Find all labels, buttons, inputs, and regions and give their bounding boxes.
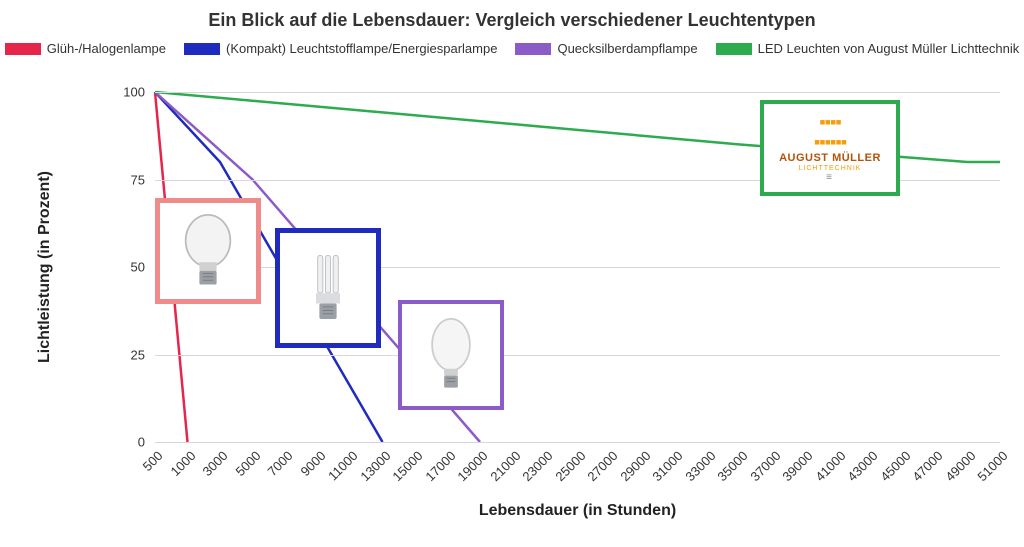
x-tick-label: 35000 bbox=[714, 448, 750, 484]
callout-box: ▪▪▪▪▪▪▪▪▪▪ AUGUST MÜLLER LICHTTECHNIK ≡ bbox=[760, 100, 900, 196]
x-tick-label: 25000 bbox=[552, 448, 588, 484]
y-tick-label: 100 bbox=[123, 85, 155, 100]
y-axis-label: Lichtleistung (in Prozent) bbox=[36, 171, 54, 363]
legend-item: Quecksilberdampflampe bbox=[515, 41, 697, 56]
x-tick-label: 15000 bbox=[389, 448, 425, 484]
x-ticks: 5001000300050007000900011000130001500017… bbox=[155, 442, 1000, 502]
brand-logo: ▪▪▪▪▪▪▪▪▪▪ AUGUST MÜLLER LICHTTECHNIK ≡ bbox=[779, 113, 881, 183]
legend-swatch bbox=[515, 43, 551, 55]
legend: Glüh-/Halogenlampe (Kompakt) Leuchtstoffl… bbox=[0, 41, 1024, 56]
x-tick-label: 7000 bbox=[265, 448, 296, 479]
y-tick-label: 25 bbox=[131, 347, 155, 362]
x-tick-label: 21000 bbox=[487, 448, 523, 484]
x-tick-label: 11000 bbox=[325, 448, 360, 483]
x-tick-label: 1000 bbox=[167, 448, 198, 479]
x-tick-label: 45000 bbox=[877, 448, 913, 484]
x-tick-label: 47000 bbox=[909, 448, 945, 484]
x-tick-label: 37000 bbox=[747, 448, 783, 484]
legend-swatch bbox=[5, 43, 41, 55]
legend-swatch bbox=[184, 43, 220, 55]
x-tick-label: 49000 bbox=[942, 448, 978, 484]
bulb-incandescent-icon bbox=[165, 208, 251, 294]
x-tick-label: 13000 bbox=[357, 448, 393, 484]
legend-swatch bbox=[716, 43, 752, 55]
callout-box bbox=[275, 228, 381, 348]
grid-line bbox=[155, 355, 1000, 356]
x-tick-label: 27000 bbox=[584, 448, 620, 484]
grid-line bbox=[155, 92, 1000, 93]
bulb-cfl-icon bbox=[285, 245, 371, 331]
legend-label: (Kompakt) Leuchtstofflampe/Energiesparla… bbox=[226, 41, 497, 56]
x-tick-label: 5000 bbox=[232, 448, 263, 479]
chart-title: Ein Blick auf die Lebensdauer: Vergleich… bbox=[0, 10, 1024, 31]
legend-label: LED Leuchten von August Müller Lichttech… bbox=[758, 41, 1020, 56]
legend-item: (Kompakt) Leuchtstofflampe/Energiesparla… bbox=[184, 41, 497, 56]
logo-text-sub: LICHTTECHNIK bbox=[779, 165, 881, 173]
legend-label: Glüh-/Halogenlampe bbox=[47, 41, 166, 56]
x-tick-label: 33000 bbox=[682, 448, 718, 484]
x-tick-label: 41000 bbox=[812, 448, 848, 484]
y-tick-label: 0 bbox=[138, 435, 155, 450]
callout-box bbox=[398, 300, 504, 410]
x-tick-label: 19000 bbox=[454, 448, 490, 484]
x-axis-label: Lebensdauer (in Stunden) bbox=[479, 502, 676, 520]
callout-box bbox=[155, 198, 261, 304]
x-tick-label: 3000 bbox=[200, 448, 231, 479]
x-tick-label: 23000 bbox=[519, 448, 555, 484]
y-tick-label: 50 bbox=[131, 260, 155, 275]
logo-text-main: AUGUST MÜLLER bbox=[779, 152, 881, 164]
x-tick-label: 29000 bbox=[617, 448, 653, 484]
x-tick-label: 43000 bbox=[844, 448, 880, 484]
grid-line bbox=[155, 442, 1000, 443]
chart-container: Ein Blick auf die Lebensdauer: Vergleich… bbox=[0, 0, 1024, 547]
bulb-hid-icon bbox=[408, 312, 494, 398]
x-tick-label: 51000 bbox=[974, 448, 1010, 484]
legend-item: LED Leuchten von August Müller Lichttech… bbox=[716, 41, 1020, 56]
x-tick-label: 500 bbox=[140, 448, 166, 474]
legend-item: Glüh-/Halogenlampe bbox=[5, 41, 166, 56]
y-tick-label: 75 bbox=[131, 172, 155, 187]
x-tick-label: 9000 bbox=[297, 448, 328, 479]
legend-label: Quecksilberdampflampe bbox=[557, 41, 697, 56]
x-tick-label: 31000 bbox=[649, 448, 685, 484]
x-tick-label: 39000 bbox=[779, 448, 815, 484]
logo-underline-icon: ≡ bbox=[779, 172, 881, 183]
x-tick-label: 17000 bbox=[422, 448, 458, 484]
logo-icon: ▪▪▪▪▪▪▪▪▪▪ bbox=[779, 113, 881, 153]
